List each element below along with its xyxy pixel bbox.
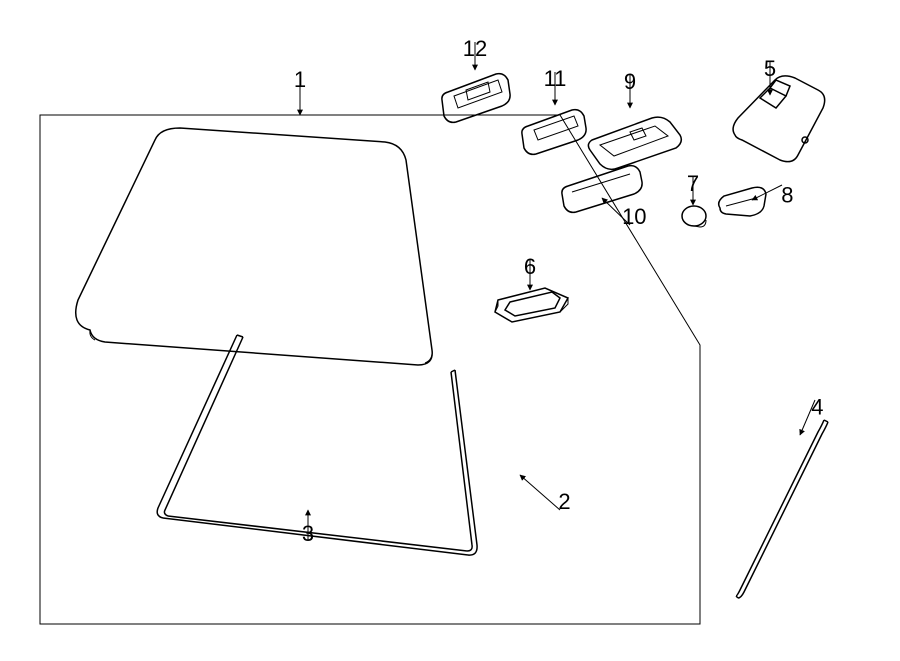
callout-label-6: 6 [524,254,536,279]
callout-leader-2 [520,475,560,510]
sensor-bracket [495,288,568,322]
callout-label-1: 1 [294,67,306,92]
inside-mirror [733,76,825,162]
windshield-glass [76,128,433,365]
callout-label-12: 12 [463,36,487,61]
callout-label-5: 5 [764,56,776,81]
mirror-base-cover [719,187,766,216]
parts-diagram: 1 12 11 9 5 10 7 8 6 4 2 3 [0,0,900,661]
callout-label-9: 9 [624,69,636,94]
sensor-housing [522,110,586,155]
callout-label-11: 11 [544,66,567,91]
callout-label-3: 3 [302,521,314,546]
mirror-button [682,206,706,227]
reveal-molding [157,335,477,555]
frame-outline [40,115,700,624]
sensor-cover-upper [588,117,681,169]
side-molding [736,420,828,598]
callout-label-2: 2 [558,489,570,514]
callout-label-4: 4 [811,394,823,419]
callout-label-8: 8 [781,182,793,207]
callout-label-10: 10 [622,204,646,229]
callout-label-7: 7 [687,171,699,196]
